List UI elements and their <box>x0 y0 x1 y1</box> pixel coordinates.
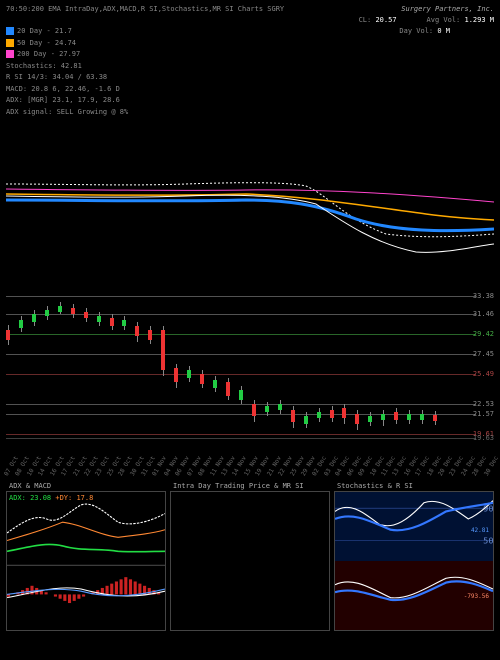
ema50-swatch <box>6 39 14 47</box>
sub-panels: ADX & MACD ADX: 23.08 +DY: 17.8 Intra Da… <box>6 491 494 631</box>
title-left: 70:50:200 EMA IntraDay,ADX,MACD,R SI,Sto… <box>6 4 284 15</box>
adx-reading: ADX: 23.08 +DY: 17.8 <box>9 494 93 502</box>
main-chart[interactable] <box>6 124 494 284</box>
svg-text:50: 50 <box>483 536 493 545</box>
security-name: Surgery Partners, Inc. <box>401 4 494 15</box>
stochastics-panel[interactable]: Stochastics & R SI 90 50 42.81 -793.56 <box>334 491 494 631</box>
chart-header: 70:50:200 EMA IntraDay,ADX,MACD,R SI,Sto… <box>0 0 500 122</box>
candle-chart[interactable]: 33.3831.4629.4227.4525.4922.5321.5719.61… <box>6 290 494 470</box>
ema20-swatch <box>6 27 14 35</box>
intraday-panel[interactable]: Intra Day Trading Price & MR SI <box>170 491 330 631</box>
adx-macd-panel[interactable]: ADX & MACD ADX: 23.08 +DY: 17.8 <box>6 491 166 631</box>
x-axis: 07 Oct08 Oct10 Oct14 Oct16 Oct17 Oct21 O… <box>6 472 494 479</box>
ema200-swatch <box>6 50 14 58</box>
